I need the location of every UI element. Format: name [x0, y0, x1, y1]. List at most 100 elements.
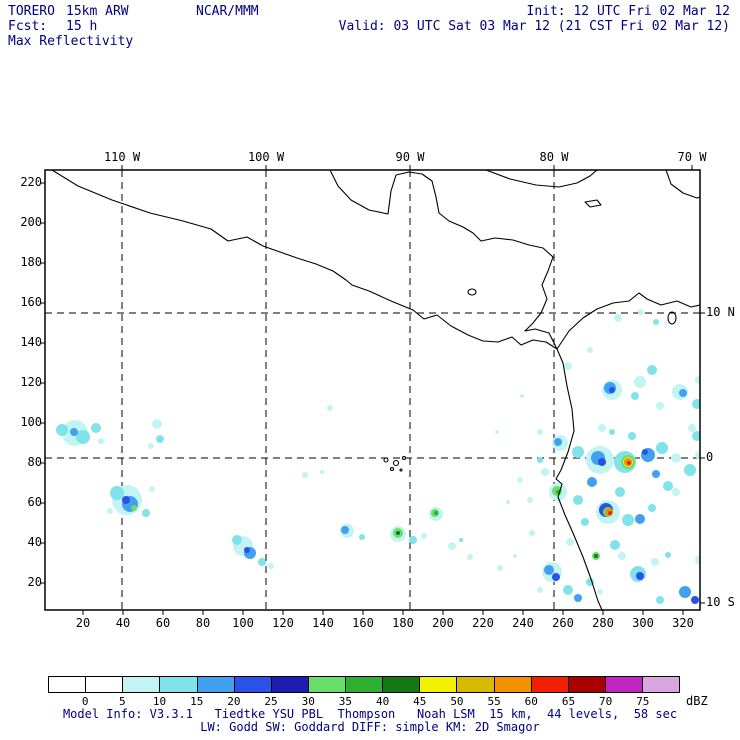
- echo-cell: [554, 438, 562, 446]
- echo-cell: [688, 424, 696, 432]
- echo-cell: [56, 424, 68, 436]
- echo-cell: [467, 554, 473, 560]
- echo-cell: [341, 526, 349, 534]
- echo-cell: [656, 402, 664, 410]
- colorbar-cell: [123, 677, 161, 692]
- echo-cell: [636, 572, 644, 580]
- echo-cell: [566, 538, 574, 546]
- echo-cell: [302, 472, 308, 478]
- echo-cell: [537, 429, 543, 435]
- colorbar-cell: [234, 677, 272, 692]
- colorbar-cell: [494, 677, 532, 692]
- model-config: 15km ARW: [66, 4, 129, 19]
- echo-cell: [631, 392, 639, 400]
- echo-cell: [110, 486, 124, 500]
- echo-cell: [656, 442, 668, 454]
- echo-cell: [520, 394, 524, 398]
- lat-lon-gridlines: [45, 170, 700, 610]
- init-time: Init: 12 UTC Fri 02 Mar 12: [526, 4, 731, 19]
- echo-cell: [131, 505, 137, 511]
- model-name: TORERO: [8, 4, 55, 19]
- echo-cell: [653, 319, 659, 325]
- coastlines: [51, 170, 700, 610]
- echo-cell: [107, 508, 113, 514]
- valid-time: Valid: 03 UTC Sat 03 Mar 12 (21 CST Fri …: [338, 19, 730, 34]
- colorbar-cell: [605, 677, 643, 692]
- coastline-cuba: [485, 170, 598, 188]
- echo-cell: [692, 431, 700, 441]
- echo-cell: [663, 481, 673, 491]
- echo-cell: [638, 309, 644, 315]
- colorbar-cell: [643, 677, 680, 692]
- echo-cell: [268, 563, 274, 569]
- echo-cell: [244, 547, 250, 553]
- echo-cell: [608, 511, 612, 515]
- colorbar-cell: [308, 677, 346, 692]
- echo-cell: [517, 477, 523, 483]
- echo-cell: [634, 376, 646, 388]
- echo-cell: [671, 453, 681, 463]
- echo-cell: [614, 314, 622, 322]
- echo-cell: [610, 540, 620, 550]
- fcst-hour: 15 h: [66, 19, 98, 34]
- echo-cell: [695, 556, 700, 564]
- echo-cell: [691, 596, 699, 604]
- echo-cell: [635, 514, 645, 524]
- echo-cell: [497, 565, 503, 571]
- plot-border: [44, 169, 701, 611]
- echo-cell: [529, 530, 535, 536]
- echo-cell: [152, 419, 162, 429]
- echo-cell: [648, 504, 656, 512]
- echo-cell: [594, 554, 598, 558]
- echo-cell: [495, 430, 499, 434]
- echo-cell: [98, 438, 104, 444]
- echo-cell: [513, 554, 517, 558]
- echo-cell: [156, 435, 164, 443]
- echo-cell: [679, 586, 691, 598]
- lake-maracaibo: [667, 311, 677, 325]
- echo-cell: [142, 509, 150, 517]
- echo-cell: [684, 464, 696, 476]
- echo-cell: [148, 443, 154, 449]
- colorbar-cell: [568, 677, 606, 692]
- echo-cell: [695, 376, 700, 384]
- model-info-line: Model Info: V3.3.1 Tiedtke YSU PBL Thomp…: [62, 707, 678, 721]
- org-name: NCAR/MMM: [196, 4, 259, 19]
- physics-info-line: LW: Godd SW: Goddard DIFF: simple KM: 2D…: [200, 720, 540, 734]
- colorbar-units-label: dBZ: [686, 694, 708, 708]
- colorbar-cell: [420, 677, 458, 692]
- echo-cell: [627, 461, 631, 465]
- echo-cell: [647, 365, 657, 375]
- colorbar-cell: [271, 677, 309, 692]
- echo-cell: [574, 594, 582, 602]
- echo-cell: [527, 497, 533, 503]
- colorbar-cell: [346, 677, 384, 692]
- echo-cell: [642, 449, 648, 455]
- colorbar-cell: [383, 677, 421, 692]
- echo-cell: [609, 429, 615, 435]
- echo-cell: [564, 362, 572, 370]
- echo-cell: [692, 399, 700, 409]
- colorbar: [48, 676, 680, 693]
- echo-cell: [598, 424, 606, 432]
- echo-cell: [409, 536, 417, 544]
- colorbar-cell: [531, 677, 569, 692]
- echo-cell: [651, 558, 659, 566]
- echo-cell: [679, 389, 687, 397]
- echo-cell: [76, 430, 90, 444]
- coastline-south-america-north: [556, 292, 700, 350]
- echo-cell: [434, 511, 438, 515]
- echo-cell: [258, 558, 266, 566]
- island-jamaica: [584, 199, 602, 208]
- echo-cell: [544, 565, 554, 575]
- echo-cell: [665, 552, 671, 558]
- axis-ticks: [40, 165, 705, 615]
- colorbar-cell: [457, 677, 495, 692]
- echo-cell: [232, 535, 242, 545]
- echo-cell: [573, 495, 583, 505]
- echo-cell: [91, 423, 101, 433]
- echo-cell: [421, 533, 427, 539]
- echo-cell: [359, 534, 365, 540]
